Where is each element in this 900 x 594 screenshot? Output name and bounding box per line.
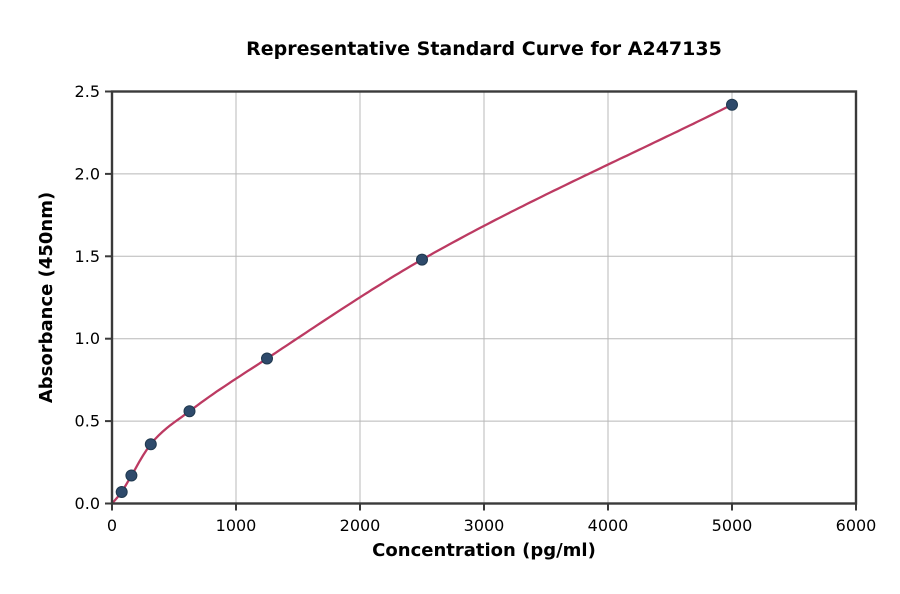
data-points bbox=[115, 98, 738, 498]
x-axis-label: Concentration (pg/ml) bbox=[372, 540, 596, 561]
x-tick-label: 2000 bbox=[340, 516, 381, 535]
y-tick-label: 1.0 bbox=[75, 329, 100, 348]
fit-curve-line bbox=[110, 103, 734, 505]
chart-title: Representative Standard Curve for A24713… bbox=[246, 38, 722, 60]
data-point bbox=[726, 98, 738, 111]
tick-labels: 0 1000 2000 3000 4000 5000 6000 0.0 0.5 1.0 1.5 2.0… bbox=[75, 82, 877, 535]
data-point bbox=[115, 486, 128, 498]
x-tick-label: 1000 bbox=[216, 516, 257, 535]
data-point bbox=[416, 253, 428, 266]
data-point bbox=[125, 469, 138, 482]
x-tick-label: 3000 bbox=[464, 516, 505, 535]
y-axis-label: Absorbance (450nm) bbox=[36, 192, 57, 403]
x-tick-label: 4000 bbox=[588, 516, 629, 535]
data-point bbox=[261, 352, 273, 365]
tick-marks bbox=[105, 90, 857, 511]
gridlines bbox=[112, 91, 856, 504]
x-tick-label: 0 bbox=[107, 516, 117, 535]
y-tick-label: 2.0 bbox=[75, 164, 100, 183]
y-tick-label: 2.5 bbox=[75, 82, 100, 101]
y-tick-label: 1.5 bbox=[75, 247, 100, 266]
x-tick-label: 6000 bbox=[836, 516, 877, 535]
y-tick-label: 0.0 bbox=[75, 494, 100, 513]
data-point bbox=[144, 438, 157, 451]
x-tick-label: 5000 bbox=[712, 516, 753, 535]
y-tick-label: 0.5 bbox=[75, 412, 100, 431]
data-point bbox=[183, 405, 196, 418]
